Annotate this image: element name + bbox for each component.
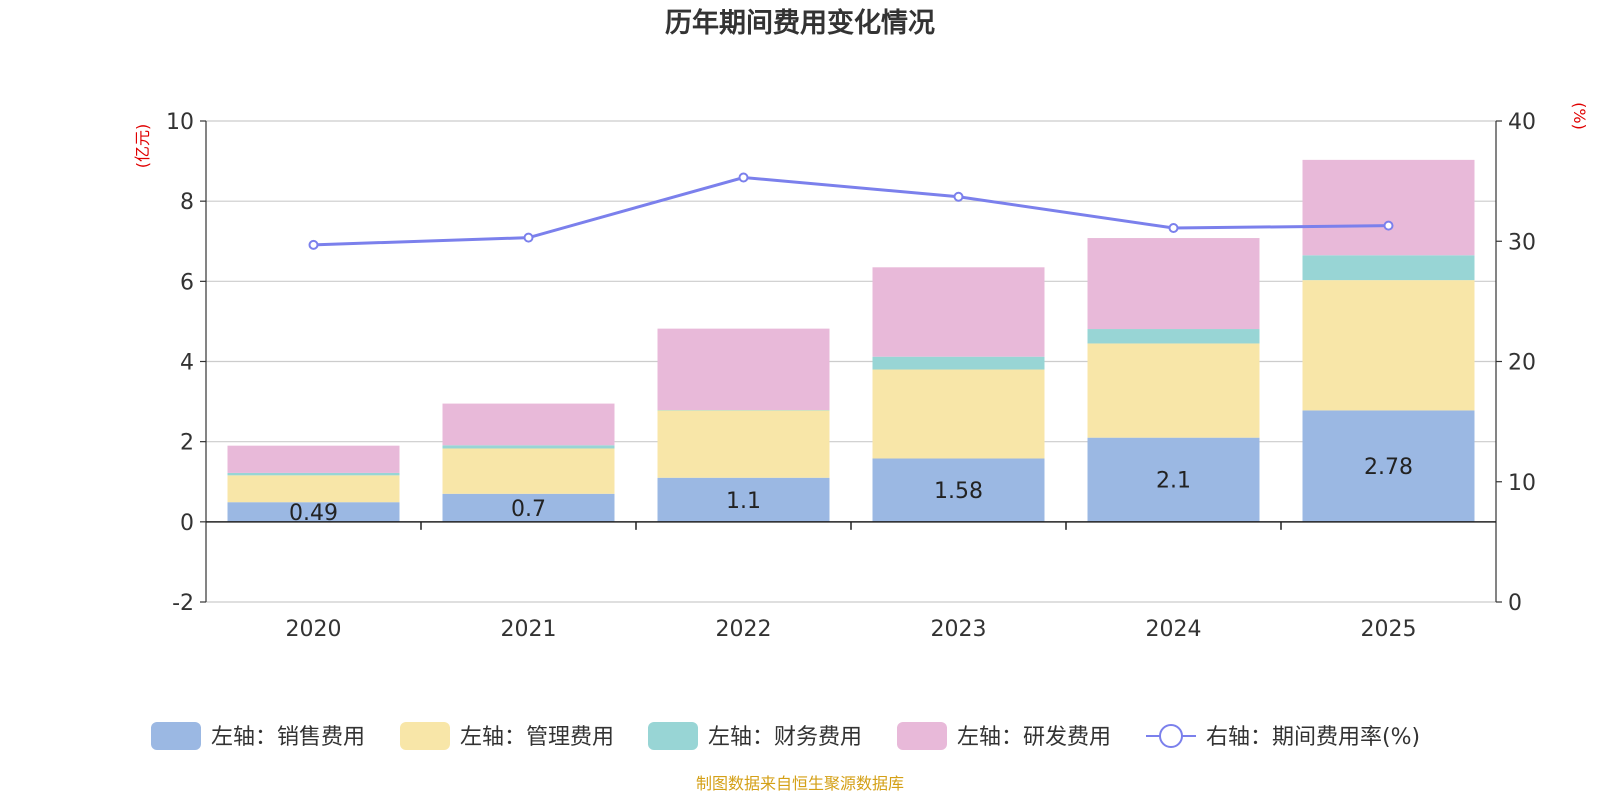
right-tick-label: 40 bbox=[1508, 110, 1536, 135]
right-tick-label: 20 bbox=[1508, 351, 1536, 376]
legend-label: 右轴：期间费用率(%) bbox=[1206, 725, 1420, 750]
chart-title: 历年期间费用变化情况 bbox=[665, 7, 935, 39]
right-axis-unit: (%) bbox=[1570, 102, 1589, 130]
x-tick-label: 2025 bbox=[1361, 617, 1417, 642]
axes: -2 0 2 4 6 8 10 0 10 20 30 40 2020 2021 2022 2023 2024 20… bbox=[166, 110, 1536, 642]
right-tick-label: 30 bbox=[1508, 230, 1536, 255]
bar-2022 bbox=[657, 477, 830, 522]
left-tick-label: 4 bbox=[180, 351, 194, 376]
bar-2024 bbox=[1087, 329, 1260, 344]
bar-2021 bbox=[442, 448, 615, 494]
right-tick-label: 10 bbox=[1508, 471, 1536, 496]
legend-label: 左轴：管理费用 bbox=[460, 725, 614, 750]
bar-2020 bbox=[227, 475, 400, 503]
bar-2022 bbox=[657, 328, 830, 411]
source-note: 制图数据来自恒生聚源数据库 bbox=[696, 774, 904, 793]
rate-point bbox=[738, 172, 749, 183]
x-tick-label: 2021 bbox=[501, 617, 557, 642]
bar-2021 bbox=[442, 493, 615, 522]
left-tick-label: 0 bbox=[180, 511, 194, 536]
bar-value-label: 2.78 bbox=[1364, 455, 1413, 480]
bars bbox=[227, 159, 1475, 522]
legend-line-marker bbox=[1159, 724, 1183, 748]
bar-2023 bbox=[872, 458, 1045, 522]
bar-2021 bbox=[442, 445, 615, 449]
legend-swatch bbox=[648, 722, 698, 750]
legend-swatch bbox=[400, 722, 450, 750]
rate-point bbox=[953, 191, 964, 202]
legend-label: 左轴：销售费用 bbox=[211, 725, 365, 750]
left-axis-unit: (亿元) bbox=[133, 124, 152, 169]
bar-2024 bbox=[1087, 238, 1260, 330]
bar-2024 bbox=[1087, 343, 1260, 438]
bar-2025 bbox=[1302, 280, 1475, 411]
bar-2025 bbox=[1302, 410, 1475, 522]
legend-label: 左轴：财务费用 bbox=[708, 725, 862, 750]
bar-2023 bbox=[872, 369, 1045, 459]
left-tick-label: 2 bbox=[180, 431, 194, 456]
bar-2020 bbox=[227, 445, 400, 473]
x-tick-label: 2020 bbox=[286, 617, 342, 642]
bar-value-label: 2.1 bbox=[1156, 469, 1191, 494]
bar-value-label: 1.58 bbox=[934, 479, 983, 504]
bar-value-label: 0.49 bbox=[289, 501, 338, 526]
right-tick-label: 0 bbox=[1508, 591, 1522, 616]
bar-2021 bbox=[442, 403, 615, 446]
rate-line bbox=[308, 172, 1394, 250]
bar-value-label: 0.7 bbox=[511, 497, 546, 522]
x-tick-label: 2023 bbox=[931, 617, 987, 642]
data-labels: 0.49 0.7 1.1 1.58 2.1 2.78 bbox=[289, 455, 1413, 526]
bar-value-label: 1.1 bbox=[726, 489, 761, 514]
bar-2020 bbox=[227, 472, 400, 476]
left-tick-label: 10 bbox=[166, 110, 194, 135]
bar-2025 bbox=[1302, 255, 1475, 281]
rate-line-path bbox=[313, 175, 1389, 247]
legend-swatch bbox=[897, 722, 947, 750]
left-tick-label: -2 bbox=[172, 591, 194, 616]
legend-label: 左轴：研发费用 bbox=[957, 725, 1111, 750]
x-tick-label: 2022 bbox=[716, 617, 772, 642]
legend: 左轴：销售费用 左轴：管理费用 左轴：财务费用 左轴：研发费用 右轴：期间费用率(%) bbox=[151, 722, 1420, 750]
left-tick-label: 6 bbox=[180, 270, 194, 295]
gridlines bbox=[206, 120, 1496, 603]
bar-2024 bbox=[1087, 437, 1260, 522]
rate-point bbox=[308, 239, 319, 250]
bar-2022 bbox=[657, 410, 830, 478]
bar-2020 bbox=[227, 502, 400, 522]
bar-2023 bbox=[872, 356, 1045, 370]
rate-point bbox=[1168, 223, 1179, 234]
x-tick-label: 2024 bbox=[1146, 617, 1202, 642]
bar-2023 bbox=[872, 267, 1045, 357]
rate-point bbox=[1383, 220, 1394, 231]
bar-2025 bbox=[1302, 159, 1475, 256]
rate-point bbox=[523, 232, 534, 243]
legend-swatch bbox=[151, 722, 201, 750]
left-tick-label: 8 bbox=[180, 190, 194, 215]
